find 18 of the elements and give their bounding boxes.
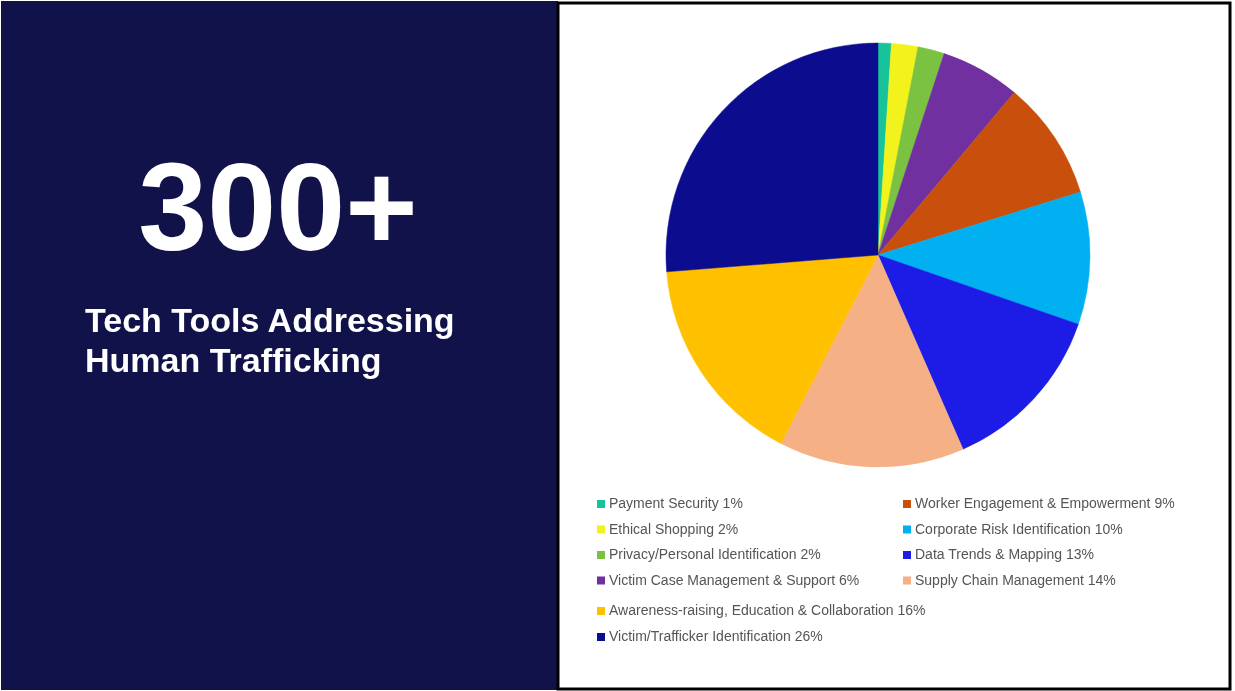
text: Tech Tools Addressing Human Trafficking xyxy=(85,301,455,379)
pie-slice xyxy=(780,254,964,468)
pie-slice xyxy=(665,42,879,273)
legend-label: Privacy/Personal Identification 2% xyxy=(609,546,821,562)
text: 300+ xyxy=(138,138,418,276)
legend-label: Payment Security 1% xyxy=(609,495,743,511)
legend-label: Victim/Trafficker Identification 26% xyxy=(609,628,823,644)
legend-label: Data Trends & Mapping 13% xyxy=(915,546,1094,562)
legend-label: Awareness-raising, Education & Collaboration 16% xyxy=(609,602,926,618)
legend-label: Corporate Risk Identification 10% xyxy=(915,520,1123,537)
pie-slice xyxy=(877,191,1091,325)
legend-label: Supply Chain Management 14% xyxy=(915,571,1116,588)
pie-slice xyxy=(877,254,1079,450)
legend-label: Worker Engagement & Empowerment 9% xyxy=(915,495,1175,511)
legend-label: Ethical Shopping 2% xyxy=(609,520,739,537)
pie-slice xyxy=(877,92,1081,256)
legend-label: Victim Case Management & Support 6% xyxy=(609,571,860,588)
pie-slice xyxy=(666,254,879,444)
